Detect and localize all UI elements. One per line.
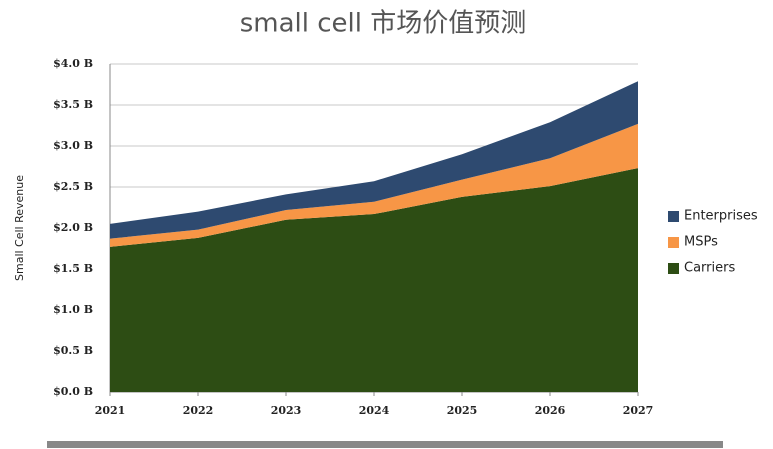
y-tick-label: $3.0 B: [53, 139, 93, 152]
legend-label: Enterprises: [684, 209, 758, 224]
area: [110, 123, 638, 247]
x-tick-label: 2023: [271, 404, 302, 417]
x-tick-label: 2027: [623, 404, 654, 417]
legend-swatch: [668, 263, 679, 274]
x-tick-label: 2025: [447, 404, 478, 417]
y-tick-label: $1.0 B: [53, 303, 93, 316]
y-axis-label: Small Cell Revenue: [13, 175, 26, 281]
y-tick-label: $4.0 B: [53, 57, 93, 70]
x-tick-label: 2026: [535, 404, 566, 417]
y-tick-label: $1.5 B: [53, 262, 93, 275]
area: [110, 168, 638, 392]
legend-label: Carriers: [684, 261, 735, 276]
y-tick-label: $0.0 B: [53, 385, 93, 398]
footer-bar: [47, 441, 723, 448]
y-tick-label: $2.5 B: [53, 180, 93, 193]
x-tick-label: 2021: [95, 404, 126, 417]
area: [110, 81, 638, 239]
x-tick-label: 2022: [183, 404, 214, 417]
y-tick-label: $3.5 B: [53, 98, 93, 111]
x-tick-label: 2024: [359, 404, 390, 417]
chart-title: small cell 市场价值预测: [240, 9, 527, 39]
legend-swatch: [668, 211, 679, 222]
y-tick-label: $0.5 B: [53, 344, 93, 357]
y-tick-label: $2.0 B: [53, 221, 93, 234]
legend-label: MSPs: [684, 235, 718, 250]
legend-swatch: [668, 237, 679, 248]
